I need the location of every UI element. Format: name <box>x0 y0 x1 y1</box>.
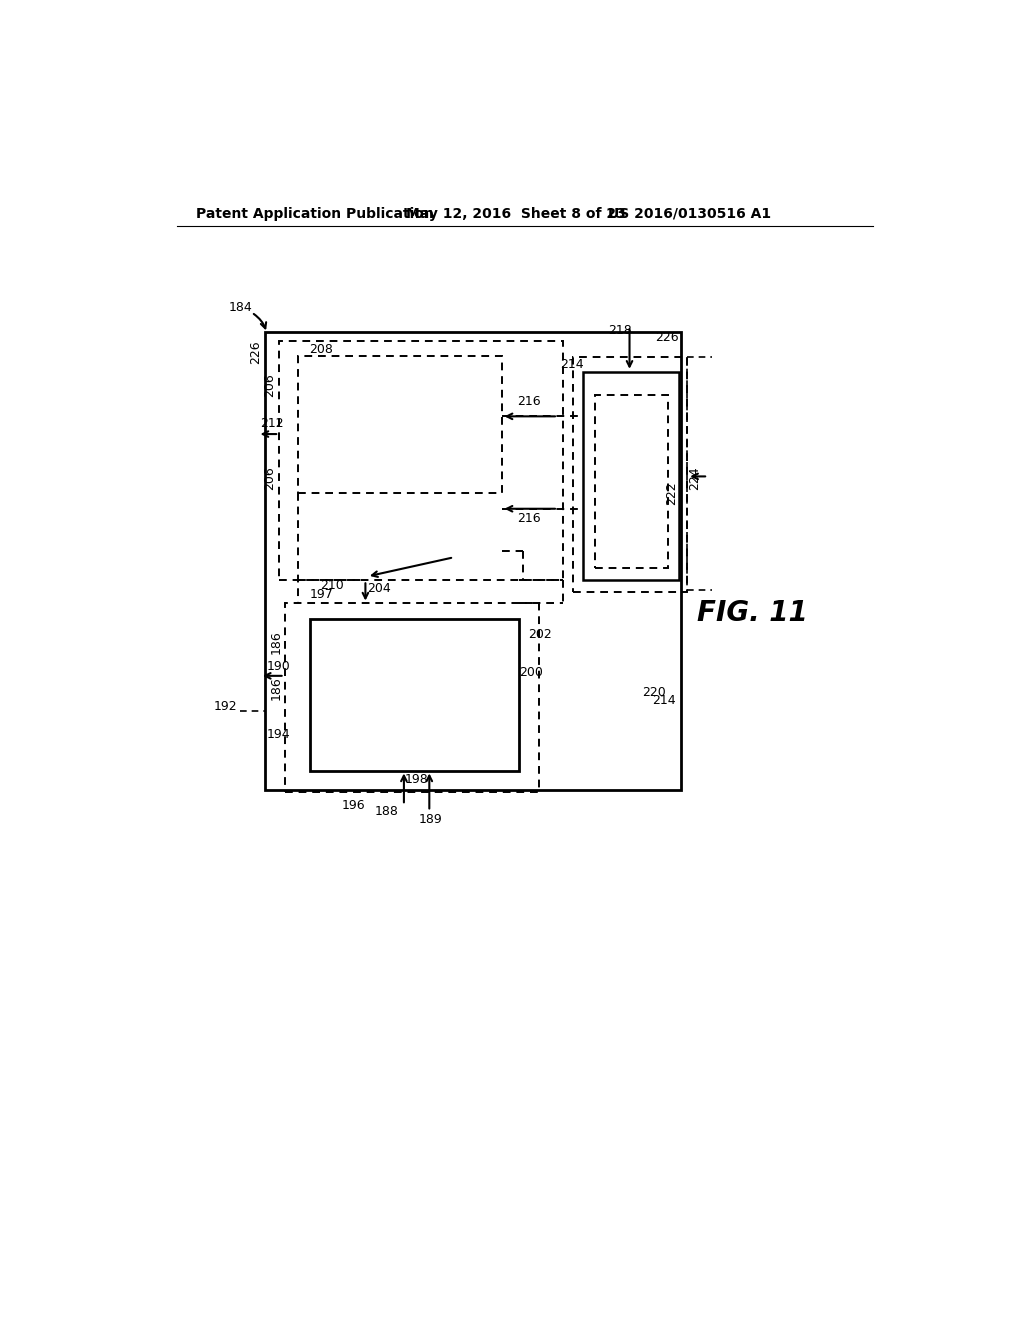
Text: 218: 218 <box>607 323 632 337</box>
Bar <box>583 372 679 581</box>
Text: 186: 186 <box>269 630 283 653</box>
Text: 200: 200 <box>519 667 543 680</box>
Text: 204: 204 <box>367 582 390 594</box>
Text: 206: 206 <box>263 374 276 397</box>
Bar <box>595 395 668 568</box>
Text: 226: 226 <box>249 341 262 364</box>
Text: 224: 224 <box>688 466 701 490</box>
Text: 226: 226 <box>655 330 679 343</box>
Text: 214: 214 <box>652 694 676 708</box>
Text: 192: 192 <box>213 700 237 713</box>
Text: May 12, 2016  Sheet 8 of 23: May 12, 2016 Sheet 8 of 23 <box>407 207 626 220</box>
Text: 190: 190 <box>266 660 290 673</box>
Text: 216: 216 <box>517 512 542 525</box>
Text: 184: 184 <box>228 301 253 314</box>
Text: 220: 220 <box>642 685 666 698</box>
Text: 202: 202 <box>528 628 552 640</box>
Text: 206: 206 <box>263 466 276 490</box>
Text: 186: 186 <box>269 676 283 700</box>
Text: 189: 189 <box>419 813 442 825</box>
Text: 208: 208 <box>309 343 334 356</box>
Bar <box>310 619 519 771</box>
Text: 216: 216 <box>517 395 542 408</box>
Bar <box>285 603 539 792</box>
Bar <box>298 356 502 494</box>
Text: 214: 214 <box>560 358 584 371</box>
Text: 198: 198 <box>406 772 429 785</box>
Text: FIG. 11: FIG. 11 <box>696 599 807 627</box>
Bar <box>573 358 687 591</box>
Bar <box>265 331 681 789</box>
Text: 188: 188 <box>375 805 399 818</box>
Text: 222: 222 <box>666 482 678 506</box>
Text: 197: 197 <box>309 587 334 601</box>
Text: 194: 194 <box>266 727 290 741</box>
Text: US 2016/0130516 A1: US 2016/0130516 A1 <box>608 207 771 220</box>
Text: 212: 212 <box>260 417 284 430</box>
Text: Patent Application Publication: Patent Application Publication <box>196 207 434 220</box>
Bar <box>280 341 563 581</box>
Text: 196: 196 <box>342 799 366 812</box>
Text: 210: 210 <box>321 579 344 593</box>
